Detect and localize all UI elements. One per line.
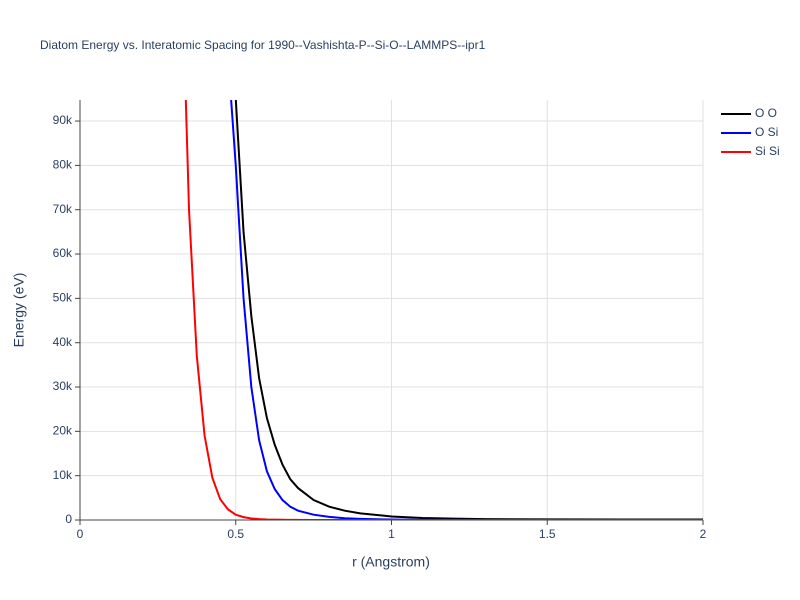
y-tick-label: 60k	[53, 246, 73, 260]
y-tick-label: 30k	[53, 379, 73, 393]
y-tick-label: 20k	[53, 424, 73, 438]
y-tick-label: 90k	[53, 113, 73, 127]
x-tick-label: 0	[77, 527, 84, 541]
y-axis-title: Energy (eV)	[11, 273, 27, 348]
chart-title: Diatom Energy vs. Interatomic Spacing fo…	[40, 38, 486, 52]
axes: 0 10k 20k 30k 40k 50k 60k 70k 80k 90k 0 0.5 1 1.5 2	[53, 100, 707, 541]
y-tick-label: 80k	[53, 158, 73, 172]
y-tick-label: 70k	[53, 202, 73, 216]
x-tick-label: 1	[388, 527, 395, 541]
x-tick-label: 1.5	[539, 527, 556, 541]
y-tick-label: 10k	[53, 468, 73, 482]
legend-label: O Si	[755, 125, 778, 139]
x-tick-label: 2	[700, 527, 707, 541]
x-tick-label: 0.5	[227, 527, 244, 541]
legend-label: Si Si	[755, 144, 780, 158]
legend-label: O O	[755, 106, 777, 120]
y-tick-label: 50k	[53, 291, 73, 305]
legend: O O O Si Si Si	[721, 106, 780, 158]
x-axis-title: r (Angstrom)	[352, 554, 430, 570]
y-tick-label: 0	[65, 512, 72, 526]
y-tick-label: 40k	[53, 335, 73, 349]
